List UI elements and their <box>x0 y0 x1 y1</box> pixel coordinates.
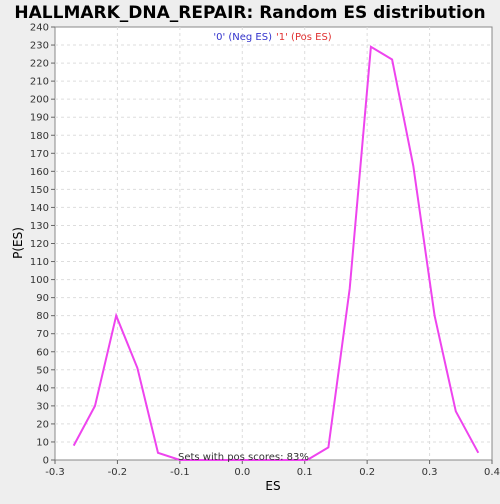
x-tick-label: 0.3 <box>422 467 438 478</box>
y-tick-label: 120 <box>30 239 49 250</box>
y-tick-label: 20 <box>36 419 49 430</box>
y-tick-label: 150 <box>30 185 49 196</box>
y-tick-label: 40 <box>36 383 49 394</box>
y-tick-label: 200 <box>30 95 49 106</box>
x-tick-label: -0.2 <box>108 467 128 478</box>
annotation-pos-scores: Sets with pos scores: 83% <box>178 452 309 463</box>
y-tick-label: 80 <box>36 311 49 322</box>
y-tick-label: 160 <box>30 167 49 178</box>
chart-title: HALLMARK_DNA_REPAIR: Random ES distribut… <box>14 3 485 23</box>
y-tick-label: 170 <box>30 149 49 160</box>
y-tick-label: 30 <box>36 401 49 412</box>
y-tick-label: 180 <box>30 131 49 142</box>
y-axis-label: P(ES) <box>11 227 25 259</box>
y-tick-label: 220 <box>30 59 49 70</box>
x-tick-label: -0.1 <box>170 467 190 478</box>
y-tick-label: 0 <box>43 456 49 467</box>
y-tick-label: 70 <box>36 329 49 340</box>
series <box>72 45 480 461</box>
axes: 0 10 20 30 40 50 60 70 80 90 100 110 120 130 140 150 160… <box>30 23 500 479</box>
legend-neg-label: '0' (Neg ES) <box>213 32 272 43</box>
y-tick-label: 210 <box>30 77 49 88</box>
y-tick-label: 190 <box>30 113 49 124</box>
x-tick-label: 0.2 <box>359 467 375 478</box>
y-tick-label: 10 <box>36 437 49 448</box>
series-line <box>72 45 480 461</box>
y-tick-label: 140 <box>30 203 49 214</box>
y-tick-label: 60 <box>36 347 49 358</box>
y-tick-label: 130 <box>30 221 49 232</box>
x-tick-label: -0.3 <box>45 467 65 478</box>
y-tick-label: 110 <box>30 257 49 268</box>
x-axis-label: ES <box>265 479 280 493</box>
y-tick-label: 90 <box>36 293 49 304</box>
x-tick-label: 0.1 <box>297 467 313 478</box>
x-tick-label: 0.0 <box>234 467 250 478</box>
y-tick-label: 50 <box>36 365 49 376</box>
legend-pos-label: '1' (Pos ES) <box>276 32 332 43</box>
grid <box>55 27 492 460</box>
y-tick-label: 240 <box>30 23 49 34</box>
y-tick-label: 230 <box>30 41 49 52</box>
y-tick-label: 100 <box>30 275 49 286</box>
x-tick-label: 0.4 <box>484 467 500 478</box>
